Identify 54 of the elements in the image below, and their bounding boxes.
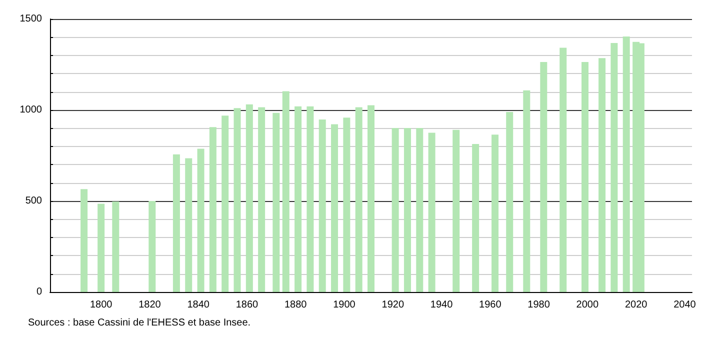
bar bbox=[582, 62, 588, 292]
bar bbox=[331, 124, 338, 292]
y-tick-label: 1000 bbox=[20, 104, 42, 116]
bar bbox=[610, 43, 618, 292]
bar bbox=[343, 118, 350, 292]
bar bbox=[234, 108, 241, 292]
bar bbox=[209, 127, 216, 292]
bar bbox=[598, 58, 606, 292]
bar bbox=[185, 158, 192, 292]
x-tick-label: 1860 bbox=[236, 300, 259, 310]
bar bbox=[112, 202, 120, 292]
bar bbox=[416, 128, 424, 292]
bar bbox=[368, 105, 374, 292]
bar bbox=[318, 119, 326, 292]
x-tick-label: 1980 bbox=[528, 300, 550, 310]
y-tick-label: 0 bbox=[36, 286, 42, 298]
bar bbox=[272, 112, 280, 292]
bar bbox=[172, 154, 180, 292]
y-tick-label: 500 bbox=[25, 196, 42, 206]
bar bbox=[472, 144, 480, 292]
bar bbox=[523, 90, 530, 292]
bar bbox=[452, 130, 460, 292]
x-tick-label: 1820 bbox=[138, 300, 162, 310]
x-tick-label: 1920 bbox=[382, 300, 404, 310]
bar bbox=[506, 112, 514, 292]
x-tick-label: 2000 bbox=[576, 300, 599, 310]
bar bbox=[258, 107, 266, 292]
bar bbox=[148, 201, 156, 292]
x-tick-label: 1800 bbox=[90, 300, 113, 310]
bar bbox=[98, 204, 105, 292]
x-tick-label: 2040 bbox=[674, 300, 696, 310]
bar bbox=[282, 91, 290, 292]
bar bbox=[404, 128, 411, 292]
bar bbox=[392, 128, 399, 292]
bar bbox=[428, 132, 436, 292]
bar bbox=[246, 104, 253, 292]
bar bbox=[560, 48, 567, 292]
bar bbox=[540, 62, 548, 292]
bar bbox=[492, 134, 499, 292]
x-tick-label: 1960 bbox=[479, 300, 502, 310]
bar bbox=[306, 106, 314, 292]
bar bbox=[355, 107, 362, 292]
x-tick-label: 2020 bbox=[624, 300, 648, 310]
bar bbox=[222, 116, 229, 292]
y-tick-label: 1500 bbox=[20, 14, 42, 24]
bar bbox=[622, 36, 630, 292]
source-note: Sources : base Cassini de l'EHESS et base Insee. bbox=[28, 318, 251, 328]
x-tick-label: 1940 bbox=[430, 300, 454, 310]
x-tick-label: 1900 bbox=[333, 300, 356, 310]
x-tick-label: 1880 bbox=[284, 300, 308, 310]
x-tick-label: 1840 bbox=[187, 300, 210, 310]
bar bbox=[294, 106, 302, 292]
bar bbox=[197, 148, 204, 292]
bar bbox=[80, 189, 88, 292]
